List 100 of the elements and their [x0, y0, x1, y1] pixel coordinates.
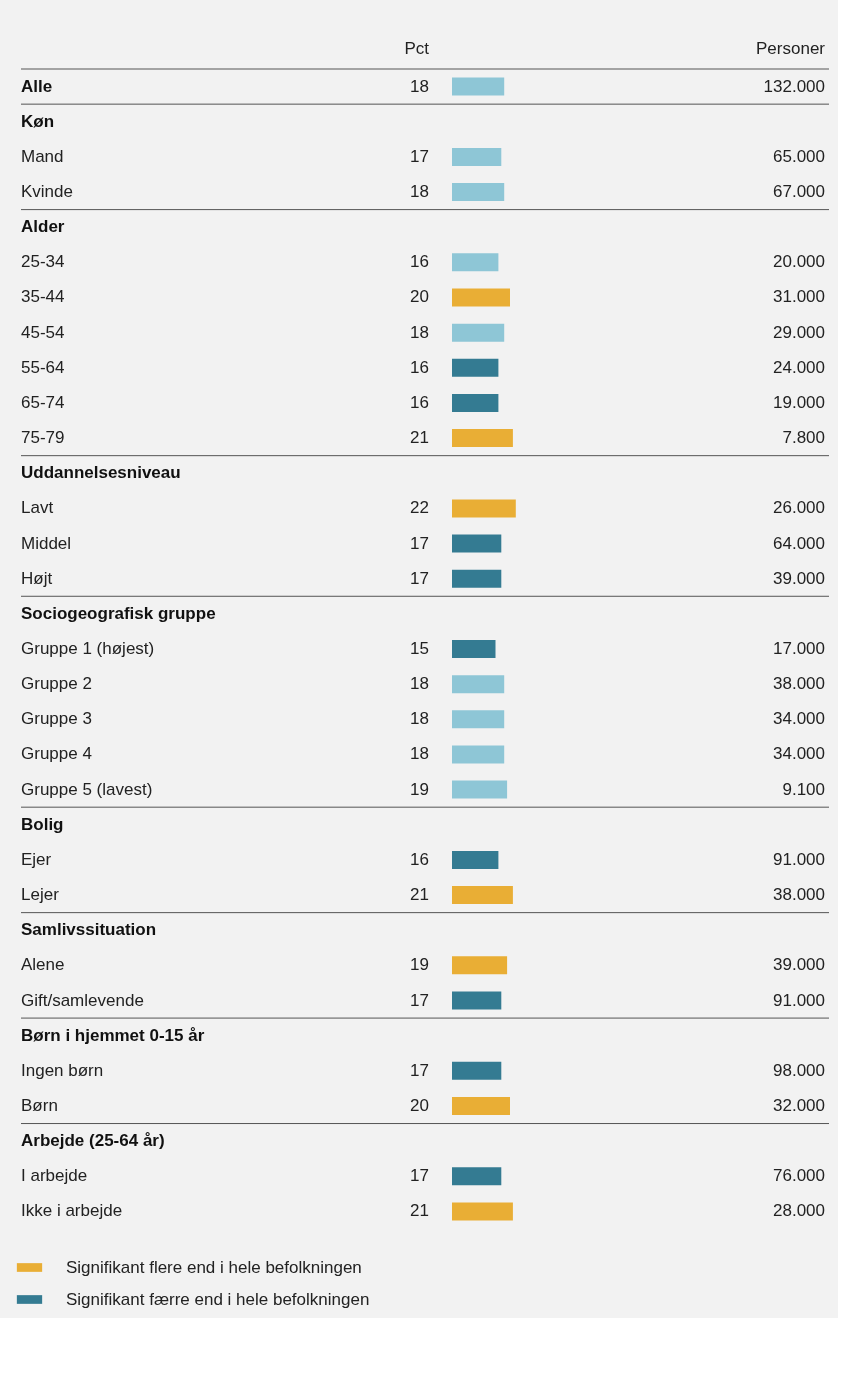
y-tick-label: 45-54 [21, 322, 65, 342]
bar [452, 780, 508, 799]
bar [452, 1202, 513, 1221]
legend-label: Signifikant flere end i hele befolkningen [66, 1257, 362, 1277]
data-label: 18 [410, 76, 429, 96]
y-tick-label: Gruppe 3 [21, 709, 92, 729]
text: 34.000 [773, 709, 825, 729]
y-tick-label: Lavt [21, 498, 54, 518]
text: 39.000 [773, 568, 825, 588]
data-label: 21 [410, 1201, 429, 1221]
y-tick-label: Alle [21, 76, 53, 96]
bar [452, 393, 499, 412]
data-label: 16 [410, 849, 429, 869]
data-label: 16 [410, 357, 429, 377]
text: 39.000 [773, 955, 825, 975]
bar [452, 183, 505, 202]
bar [452, 499, 516, 518]
data-label: 17 [410, 1060, 429, 1080]
bar [452, 640, 496, 658]
text: Pct [404, 39, 430, 58]
y-tick-label: Middel [21, 533, 72, 553]
text: Personer [756, 39, 826, 58]
bar [452, 429, 513, 448]
y-tick-label: Bolig [21, 814, 64, 834]
bar [452, 745, 505, 764]
y-tick-label: 65-74 [21, 392, 65, 412]
y-tick-label: Alene [21, 955, 65, 975]
bar [452, 77, 505, 96]
bar [452, 956, 508, 975]
y-tick-label: 35-44 [21, 287, 65, 307]
bar [452, 1096, 510, 1115]
y-tick-label: Køn [21, 111, 55, 131]
data-label: 17 [410, 1166, 429, 1186]
data-label: 18 [410, 674, 429, 694]
y-tick-label: 75-79 [21, 428, 65, 448]
text: 17.000 [773, 639, 825, 658]
bar [452, 1167, 502, 1186]
bar [452, 358, 499, 377]
y-tick-label: Arbejde (25-64 år) [21, 1131, 165, 1151]
bar [452, 534, 502, 553]
data-label: 20 [410, 287, 429, 307]
data-label: 16 [410, 252, 429, 272]
bar [452, 253, 499, 272]
bar [452, 569, 502, 588]
y-tick-label: 55-64 [21, 357, 65, 377]
text: 20.000 [773, 252, 825, 272]
text: 67.000 [773, 182, 825, 202]
y-tick-label: Ingen børn [21, 1060, 104, 1080]
y-tick-label: Sociogeografisk gruppe [21, 603, 216, 623]
data-label: 21 [410, 885, 429, 905]
y-tick-label: Børn [21, 1095, 58, 1115]
data-label: 17 [410, 146, 429, 166]
data-label: 18 [410, 182, 429, 202]
data-label: 16 [410, 392, 429, 412]
y-tick-label: Gruppe 5 (lavest) [21, 779, 153, 799]
bar [452, 147, 502, 166]
data-label: 15 [410, 639, 429, 658]
y-tick-label: Kvinde [21, 182, 73, 202]
data-label: 18 [410, 709, 429, 729]
text: 34.000 [773, 744, 825, 764]
data-label: 17 [410, 568, 429, 588]
bar [452, 991, 502, 1010]
data-label: 19 [410, 955, 429, 975]
y-tick-label: Gift/samlevende [21, 990, 144, 1010]
legend-label: Signifikant færre end i hele befolkningen [66, 1289, 370, 1309]
text: 28.000 [773, 1201, 825, 1221]
text: 31.000 [773, 287, 825, 307]
y-tick-label: Gruppe 1 (højest) [21, 639, 155, 658]
y-tick-label: Uddannelsesniveau [21, 463, 181, 483]
y-tick-label: Gruppe 2 [21, 674, 92, 694]
text: 24.000 [773, 357, 825, 377]
data-label: 17 [410, 533, 429, 553]
text: 38.000 [773, 885, 825, 905]
y-tick-label: Gruppe 4 [21, 744, 92, 764]
text: 132.000 [763, 76, 825, 96]
data-label: 18 [410, 744, 429, 764]
data-label: 19 [410, 779, 429, 799]
text: 65.000 [773, 146, 825, 166]
y-tick-label: Lejer [21, 885, 60, 905]
y-tick-label: Samlivssituation [21, 920, 157, 940]
text: 7.800 [782, 428, 825, 448]
y-tick-label: Ejer [21, 849, 52, 869]
y-tick-label: Højt [21, 568, 53, 588]
data-label: 21 [410, 428, 429, 448]
text: 91.000 [773, 849, 825, 869]
bar [452, 288, 510, 307]
data-label: 18 [410, 322, 429, 342]
text: 76.000 [773, 1166, 825, 1186]
y-tick-label: 25-34 [21, 252, 65, 272]
text: 19.000 [773, 392, 825, 412]
data-label: 20 [410, 1095, 429, 1115]
text: 26.000 [773, 498, 825, 518]
data-label: 17 [410, 990, 429, 1010]
text: 9.100 [782, 779, 825, 799]
bar [452, 850, 499, 869]
bar [452, 710, 505, 729]
text: 38.000 [773, 674, 825, 694]
text: 91.000 [773, 990, 825, 1010]
bar [452, 675, 505, 694]
text: 64.000 [773, 533, 825, 553]
